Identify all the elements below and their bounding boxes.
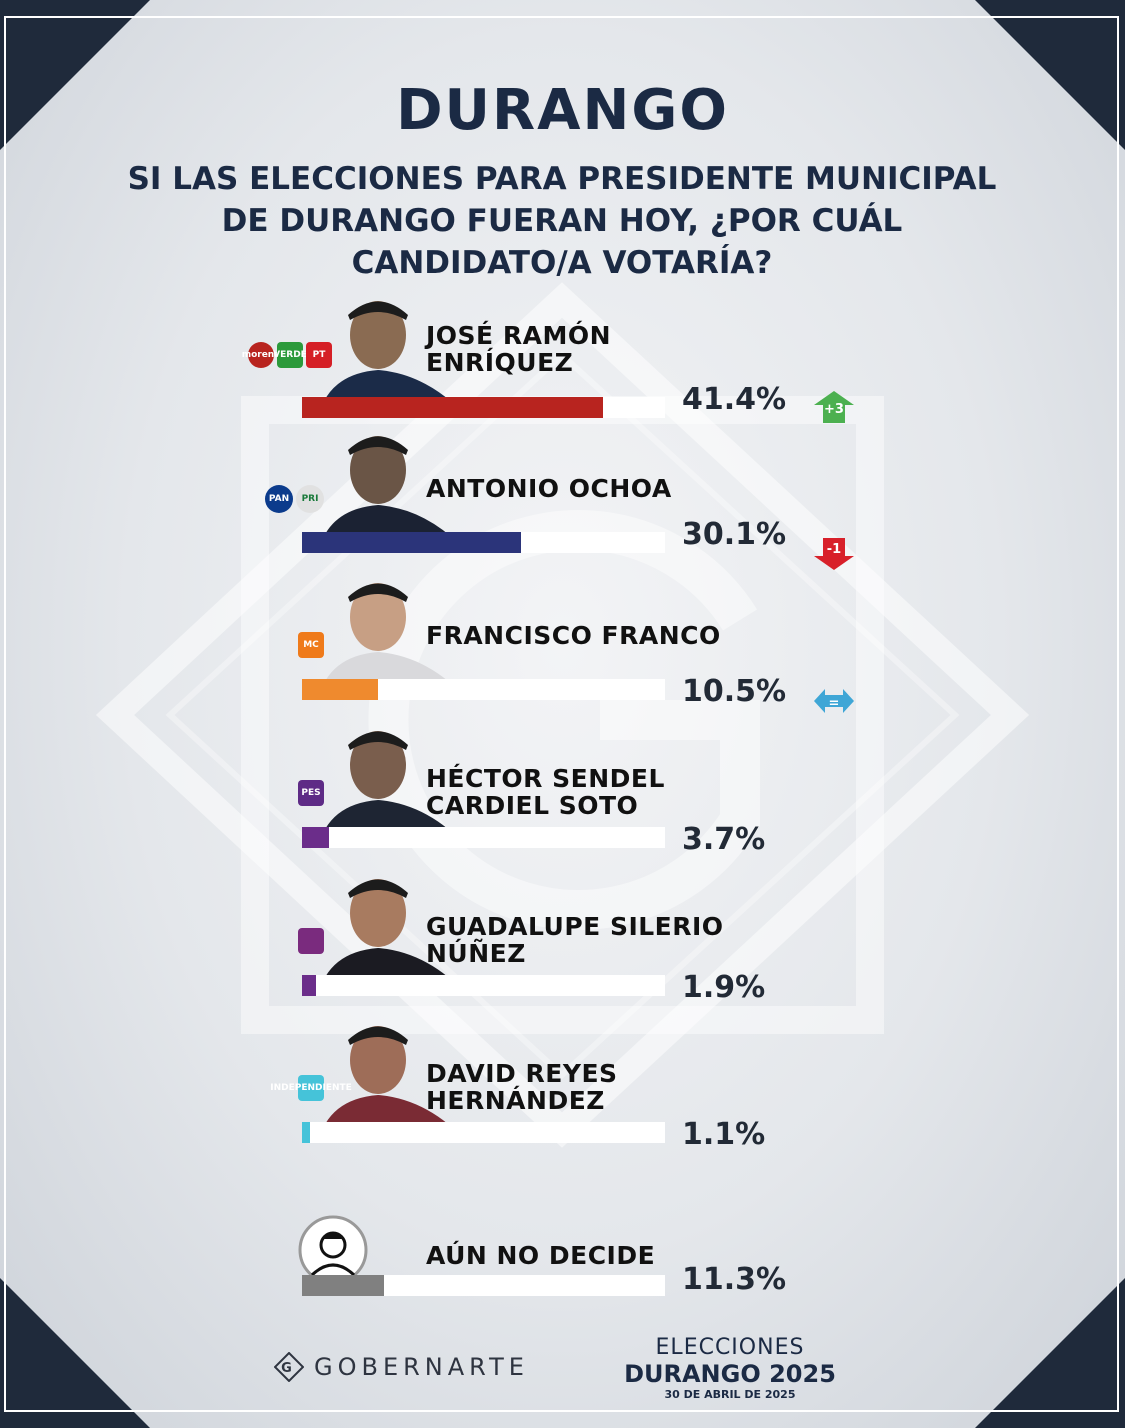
party-logo [298,928,324,954]
trend-equal-icon: = [814,689,854,713]
candidate-row: AÚN NO DECIDE 11.3% [0,1215,1125,1365]
trend-down-icon: -1 [814,538,854,570]
percent-label: 1.1% [682,1117,766,1152]
survey-question: SI LAS ELECCIONES PARA PRESIDENTE MUNICI… [127,161,997,281]
page-title: DURANGO [396,78,729,143]
bar-track [302,975,665,996]
bar-fill [302,975,316,996]
brand-logo: G GOBERNARTE [274,1352,529,1382]
bar-track [302,679,665,700]
bar-fill [302,679,379,700]
percent-label: 3.7% [682,822,766,857]
gobernarte-icon: G [274,1352,304,1382]
candidate-name: HÉCTOR SENDEL CARDIEL SOTO [426,764,665,820]
bar-fill [302,827,329,848]
party-logo: PAN [265,485,293,513]
party-logo: PRI [296,485,324,513]
candidate-row: INDEPENDIENTE DAVID REYES HERNÁNDEZ 1.1% [0,1015,1125,1165]
party-logos [298,928,324,954]
bar-track [302,532,665,553]
percent-label: 30.1% [682,517,787,552]
trend-up-icon: +3 [814,391,854,423]
bar-fill [302,532,521,553]
bar-track [302,1275,665,1296]
candidate-name: AÚN NO DECIDE [426,1241,656,1270]
bar-fill [302,397,603,418]
party-logos: PAN PRI [265,485,324,513]
party-logos: INDEPENDIENTE [270,1075,352,1101]
percent-label: 41.4% [682,382,787,417]
trend-label: -1 [827,542,841,557]
svg-text:G: G [281,1361,297,1376]
percent-label: 11.3% [682,1262,787,1297]
trend-label: = [829,696,840,711]
party-logos: MC [298,632,324,658]
party-logo: PT [306,342,332,368]
event-block: ELECCIONES DURANGO 2025 30 DE ABRIL DE 2… [600,1335,860,1401]
party-logo: PES [298,780,324,806]
candidate-row: morena VERDE PT JOSÉ RAMÓN ENRÍQUEZ 41.4% +3 [0,290,1125,440]
percent-label: 1.9% [682,970,766,1005]
party-logos: PES [298,780,324,806]
bar-fill [302,1275,385,1296]
trend-label: +3 [824,402,844,417]
bar-fill [302,1122,310,1143]
party-logos: morena VERDE PT [242,342,332,368]
candidate-row: MC FRANCISCO FRANCO 10.5% = [0,572,1125,722]
party-logo: MC [298,632,324,658]
event-line1: ELECCIONES [655,1335,805,1360]
brand-name: GOBERNARTE [314,1353,529,1381]
party-logo: VERDE [273,342,307,368]
event-line2: DURANGO 2025 [624,1360,836,1388]
bar-track [302,1122,665,1143]
candidate-name: GUADALUPE SILERIO NÚÑEZ [426,912,724,968]
candidate-row: PES HÉCTOR SENDEL CARDIEL SOTO 3.7% [0,720,1125,870]
event-date: 30 DE ABRIL DE 2025 [664,1388,796,1401]
white-frame [4,16,1119,1412]
candidate-name: JOSÉ RAMÓN ENRÍQUEZ [426,321,611,377]
candidate-name: DAVID REYES HERNÁNDEZ [426,1059,618,1115]
candidate-name: ANTONIO OCHOA [426,474,672,503]
party-logo: INDEPENDIENTE [270,1075,352,1101]
candidate-row: PAN PRI ANTONIO OCHOA 30.1% -1 [0,425,1125,575]
bar-track [302,397,665,418]
candidate-row: GUADALUPE SILERIO NÚÑEZ 1.9% [0,868,1125,1018]
candidate-name: FRANCISCO FRANCO [426,621,721,650]
percent-label: 10.5% [682,674,787,709]
party-logo: morena [242,342,280,368]
bar-track [302,827,665,848]
